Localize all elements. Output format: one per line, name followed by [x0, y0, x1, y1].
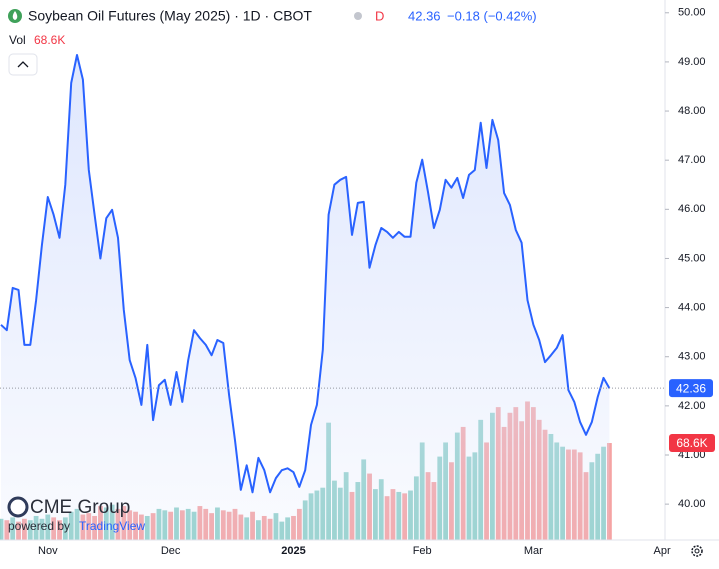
y-tick-label: 42.00 — [678, 400, 706, 412]
x-tick-label: 2025 — [281, 545, 305, 557]
x-tick-label: Mar — [524, 545, 543, 557]
settings-icon — [694, 548, 700, 554]
y-tick-label: 43.00 — [678, 351, 706, 363]
price-change: −0.18 (−0.42%) — [447, 8, 537, 23]
y-tick-label: 48.00 — [678, 105, 706, 117]
y-tick-label: 49.00 — [678, 56, 706, 68]
price-tag — [669, 379, 713, 398]
volume-value: 68.6K — [34, 33, 65, 47]
x-tick-label: Dec — [161, 545, 181, 557]
y-tick-label: 40.00 — [678, 498, 706, 510]
price-area — [1, 55, 610, 540]
y-tick-label: 45.00 — [678, 252, 706, 264]
volume-tag-label: 68.6K — [676, 436, 707, 450]
price-tag-label: 42.36 — [676, 381, 706, 395]
settings-button[interactable] — [691, 545, 703, 557]
symbol-title: Soybean Oil Futures (May 2025) · 1D · CB… — [28, 8, 312, 24]
timeframe-flag: D — [375, 8, 384, 23]
volume-tag — [669, 434, 715, 453]
tradingview-name: TradingView — [79, 519, 145, 533]
symbol-icon-drop — [12, 11, 18, 20]
x-tick-label: Apr — [653, 545, 670, 557]
y-tick-label: 44.00 — [678, 301, 706, 313]
x-tick-label: Nov — [38, 545, 58, 557]
brand-logo — [7, 496, 29, 518]
market-status — [354, 12, 362, 20]
x-tick-label: Feb — [413, 545, 432, 557]
brand-name: CME Group — [30, 497, 130, 518]
collapse-icon — [17, 61, 29, 68]
powered-by: powered by — [8, 519, 70, 533]
price-line — [0, 54, 611, 494]
y-tick-label: 50.00 — [678, 7, 706, 19]
y-tick-label: 46.00 — [678, 203, 706, 215]
last-price: 42.36 — [408, 8, 441, 23]
volume-label: Vol — [9, 33, 26, 47]
y-tick-label: 47.00 — [678, 154, 706, 166]
collapse-button[interactable] — [8, 53, 38, 76]
